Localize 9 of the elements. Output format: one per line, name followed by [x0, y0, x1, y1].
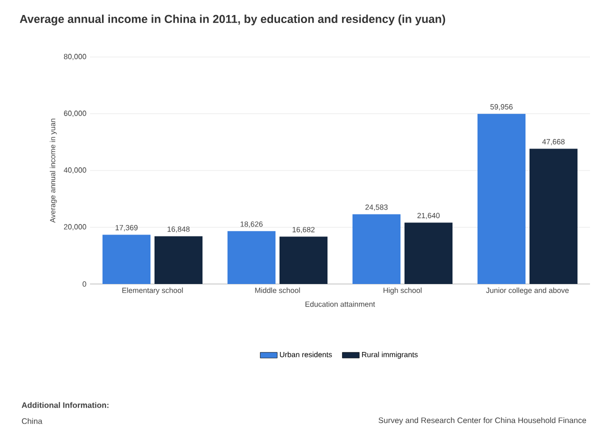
bar: [102, 234, 150, 284]
bar: [404, 222, 453, 284]
bar: [228, 231, 276, 284]
bar: [154, 236, 202, 284]
bar: [530, 148, 578, 284]
bar: [280, 236, 328, 284]
bar: [352, 214, 401, 284]
chart-title: Average annual income in China in 2011, by education and residency (in yuan): [20, 14, 446, 26]
bar: [478, 114, 526, 284]
